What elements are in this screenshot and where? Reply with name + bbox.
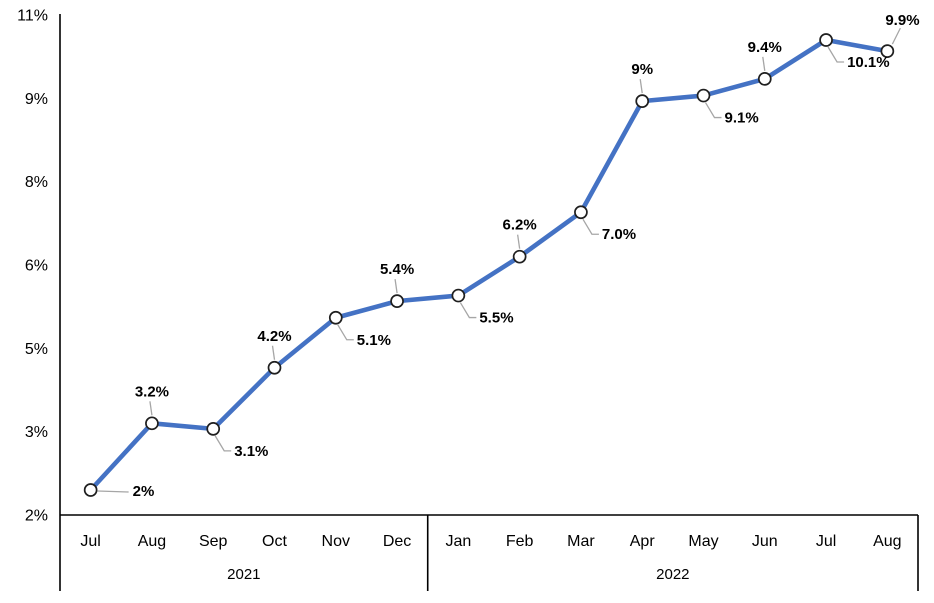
data-label-leader-line [149,401,153,416]
data-point-marker [635,94,650,108]
data-point-label: 6.2% [503,217,537,234]
data-point-label: 3.2% [135,383,169,400]
data-point-marker [880,44,895,58]
data-point-label: 7.0% [602,226,636,243]
y-axis-tick-label: 11% [17,8,48,25]
data-point-marker [819,33,833,47]
data-point-marker [206,422,221,436]
data-point-label: 5.4% [380,261,414,278]
data-point-marker [390,294,404,308]
data-point-marker [328,310,343,325]
x-axis-month-label: Jul [816,533,836,550]
y-axis-tick-label: 8% [25,174,48,191]
data-point-label: 9.4% [748,39,782,56]
y-axis-tick-label: 2% [25,508,48,525]
x-axis-year-label: 2022 [656,566,689,583]
data-point-label: 10.1% [847,54,890,71]
x-axis-month-label: Apr [630,533,656,550]
y-axis-tick-label: 6% [25,258,48,275]
data-point-marker [83,483,98,497]
data-label-leader-line [459,302,477,319]
data-point-marker [574,205,588,220]
x-axis-month-label: Nov [322,533,350,550]
x-axis-month-label: Jan [445,533,471,550]
x-axis-month-label: May [688,533,718,550]
data-point-marker [696,88,711,103]
data-label-leader-line [394,279,398,294]
data-point-label: 9.1% [725,110,759,127]
y-axis-tick-label: 3% [25,424,48,441]
data-point-marker [267,360,282,375]
x-axis-month-label: Mar [567,533,595,550]
data-point-label: 9.9% [885,12,919,29]
data-point-marker [512,249,527,264]
x-axis-year-label: 2021 [227,566,260,583]
data-point-label: 3.1% [234,443,268,460]
data-point-label: 5.5% [479,310,513,327]
x-axis-month-label: Feb [506,533,534,550]
x-axis-month-label: Sep [199,533,228,550]
data-point-label: 4.2% [257,328,291,345]
data-point-label: 9% [631,61,653,78]
data-point-label: 5.1% [357,332,391,349]
data-label-leader-line [214,435,232,452]
data-label-leader-line [827,46,845,63]
data-label-leader-line [516,234,521,249]
y-axis-tick-label: 5% [25,341,48,358]
data-label-leader-line [582,218,599,235]
data-point-label: 2% [133,483,155,500]
data-point-marker [451,288,466,303]
data-label-leader-line [337,324,354,341]
data-label-leader-line [97,490,129,493]
data-label-leader-line [762,56,766,71]
data-label-leader-line [704,102,722,119]
x-axis-month-label: Jun [752,533,778,550]
data-label-leader-line [891,27,901,45]
x-axis-month-label: Aug [138,533,166,550]
x-axis-month-label: Aug [873,533,901,550]
data-point-marker [757,72,772,86]
x-axis-month-label: Oct [262,533,287,550]
y-axis-tick-label: 9% [25,91,48,108]
series-line [88,37,890,493]
data-point-marker [145,416,159,431]
data-label-leader-line [271,345,276,360]
data-label-leader-line [639,79,643,94]
x-axis-month-label: Jul [80,533,100,550]
x-axis-month-label: Dec [383,533,411,550]
